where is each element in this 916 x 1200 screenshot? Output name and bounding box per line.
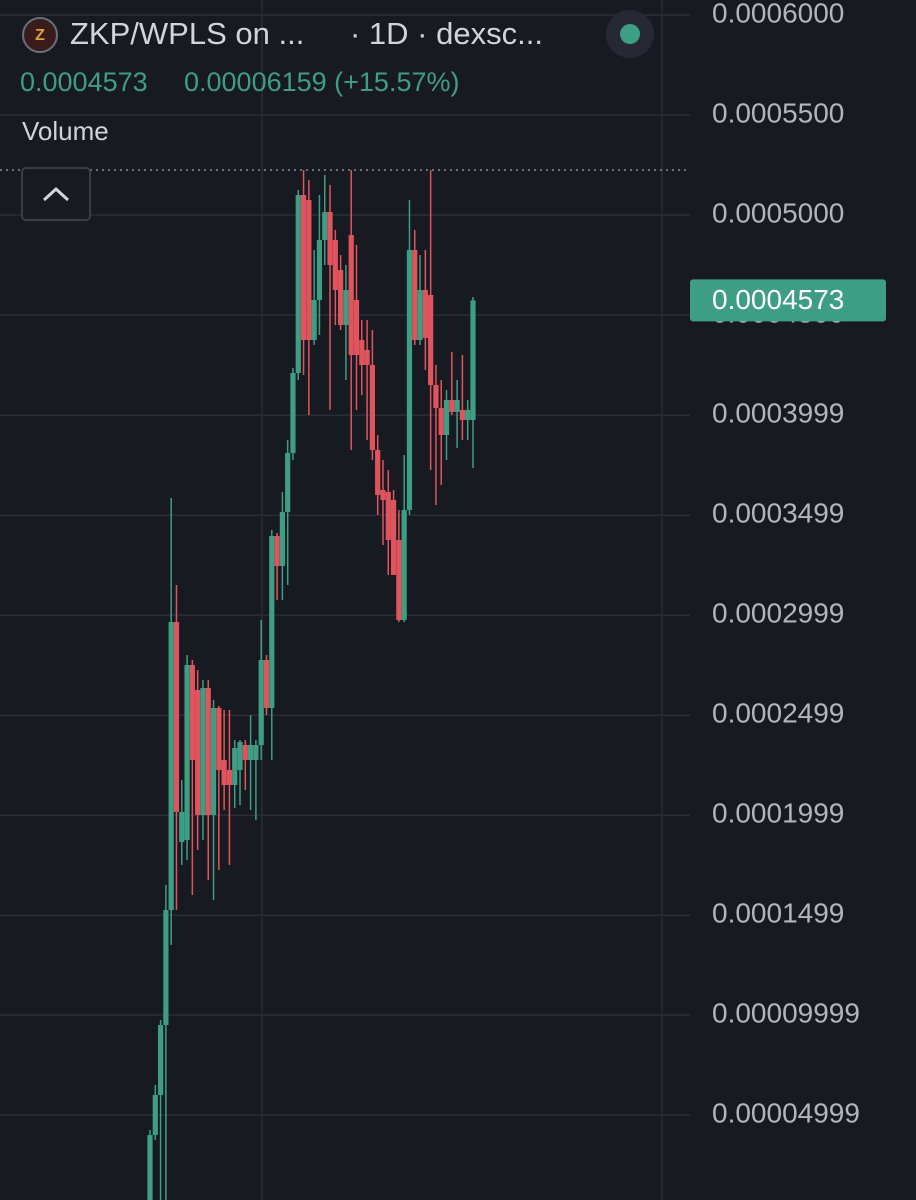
candle-body (406, 250, 413, 510)
token-icon (22, 17, 58, 53)
candle-body (359, 340, 365, 365)
candle-body (385, 492, 391, 540)
token-icon-glyph: Z (35, 27, 45, 44)
candle-body (263, 660, 270, 708)
candle-body (459, 410, 466, 420)
candle-body (390, 500, 397, 575)
candle-body (290, 373, 296, 453)
candle-body (168, 622, 174, 910)
candle-body (173, 622, 180, 812)
candle-body (237, 742, 243, 770)
candle-body (443, 400, 450, 435)
y-tick-label: 0.0003999 (712, 398, 844, 429)
candle-body (465, 410, 471, 420)
candle-body (205, 688, 211, 815)
candle-body (179, 812, 185, 842)
candle-body (311, 300, 317, 340)
candle-body (470, 300, 476, 420)
candle-body (285, 453, 291, 512)
y-tick-label: 0.00004999 (712, 1097, 860, 1128)
candle-body (332, 240, 338, 290)
y-tick-label: 0.00009999 (712, 997, 860, 1028)
candle-body (210, 708, 217, 815)
indicator-label: Volume (22, 116, 109, 146)
candle-body (338, 270, 344, 325)
y-tick-label: 0.0005500 (712, 97, 844, 128)
chart-title: ZKP/WPLS on ... (70, 16, 304, 51)
candle-body (300, 195, 307, 340)
candle-body (216, 708, 222, 770)
candle-body (226, 770, 233, 785)
price-tag-label: 0.0004573 (712, 284, 844, 315)
candle-body (433, 385, 439, 408)
candle-body (322, 212, 328, 240)
candle-body (279, 512, 285, 566)
candle-body (242, 745, 248, 760)
candle-body (184, 665, 190, 840)
candle-body (454, 400, 460, 412)
candle-body (189, 665, 195, 760)
candle-body (412, 250, 418, 340)
candle-body (253, 745, 259, 760)
candle-body (449, 400, 455, 412)
candle-body (348, 235, 354, 355)
plot (0, 14, 690, 1200)
price-change: 0.00006159 (+15.57%) (184, 67, 459, 97)
candle-body (327, 212, 333, 265)
candle-body (375, 450, 381, 495)
candle-body (316, 240, 323, 300)
candle-body (157, 1025, 164, 1095)
candle-body (269, 536, 275, 708)
candle-body (343, 290, 349, 325)
candle-body (364, 350, 370, 365)
candle-body (200, 688, 206, 815)
candle-body (428, 295, 434, 385)
last-price: 0.0004573 (20, 67, 148, 97)
status-dot (620, 24, 640, 44)
y-tick-label: 0.0002499 (712, 698, 844, 729)
y-tick-label: 0.0006000 (712, 0, 844, 28)
chart-subtitle: · 1D · dexsc... (350, 16, 543, 51)
candle-body (232, 748, 238, 785)
y-tick-label: 0.0003499 (712, 498, 844, 529)
price-tag (690, 279, 886, 322)
candle-body (306, 200, 312, 340)
candle-body (396, 540, 402, 620)
candle-body (295, 195, 301, 373)
candle-body (195, 690, 201, 815)
candle-body (401, 510, 407, 620)
candle-body (353, 300, 360, 355)
candle-body (152, 1095, 158, 1135)
candle-body (417, 290, 423, 340)
y-tick-label: 0.0005000 (712, 197, 844, 228)
candle-body (221, 760, 227, 785)
collapse-button[interactable] (21, 167, 91, 221)
candle-body (369, 365, 375, 450)
header: Z ZKP/WPLS on ... · 1D · dexsc... 0.0004… (20, 10, 654, 221)
chevron-up (42, 186, 70, 202)
y-tick-label: 0.0001999 (712, 798, 844, 829)
candle-body (147, 1135, 153, 1200)
y-tick-label: 0.0002999 (712, 598, 844, 629)
candle-body (163, 910, 169, 1025)
candle-body (258, 660, 264, 745)
candle-body (380, 490, 386, 500)
candle-body (274, 536, 280, 566)
candle-body (438, 408, 444, 435)
y-tick-label: 0.0001499 (712, 898, 844, 929)
candle-body (422, 290, 428, 338)
candle-body (248, 745, 254, 760)
